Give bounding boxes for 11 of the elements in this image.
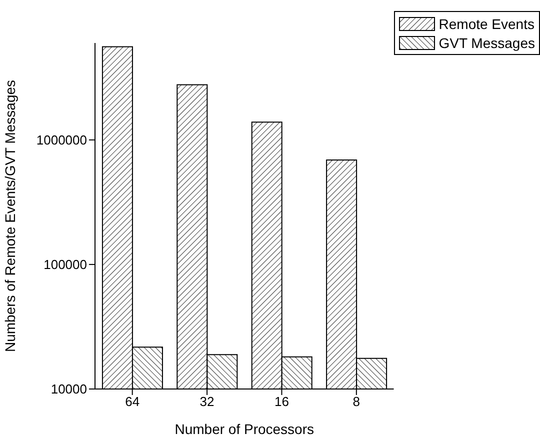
legend-label: GVT Messages — [438, 34, 535, 50]
x-axis-title: Number of Processors — [174, 421, 314, 437]
x-tick-label: 64 — [125, 394, 140, 410]
legend-label: Remote Events — [438, 16, 534, 32]
x-tick-label: 32 — [200, 394, 214, 410]
x-tick-label: 16 — [274, 394, 289, 410]
y-tick-label: 100000 — [44, 257, 87, 272]
y-axis-title: Numbers of Remote Events/GVT Messages — [2, 80, 18, 352]
y-tick-label: 10000 — [50, 382, 87, 397]
y-tick-label: 1000000 — [36, 132, 87, 148]
x-tick-label: 8 — [352, 394, 360, 410]
